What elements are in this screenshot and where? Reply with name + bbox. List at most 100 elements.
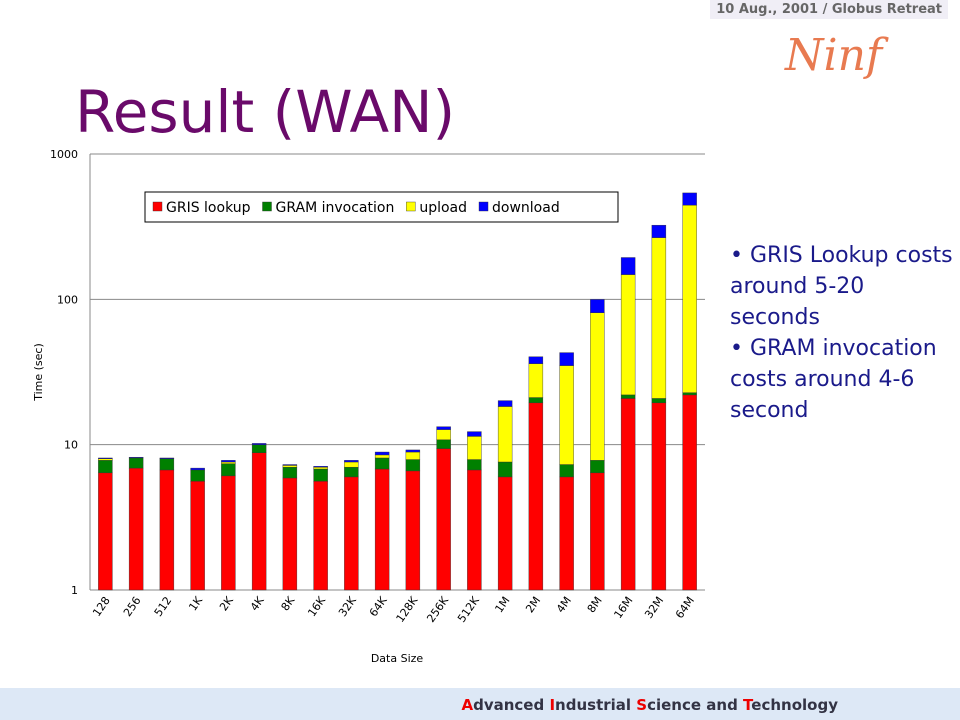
x-tick-label: 128 xyxy=(90,594,113,619)
x-tick-label: 1K xyxy=(186,594,205,614)
slide-title: Result (WAN) xyxy=(75,78,456,146)
bar-segment xyxy=(221,475,236,591)
bar-segment xyxy=(651,402,667,591)
bar-segment xyxy=(374,468,390,591)
bar-segment xyxy=(528,402,544,591)
bar-segment xyxy=(651,398,667,404)
bar-segment xyxy=(405,449,421,453)
bar-segment xyxy=(313,466,328,470)
bar-segment xyxy=(405,459,421,472)
bar-segment xyxy=(344,476,359,591)
x-tick-label: 256K xyxy=(424,594,451,625)
initial: T xyxy=(743,696,752,714)
bar-segment xyxy=(251,452,267,591)
bar-segment xyxy=(282,464,298,466)
bar-segment xyxy=(682,394,697,591)
bar-segment xyxy=(190,469,205,482)
legend-label: upload xyxy=(419,200,467,216)
bar-segment xyxy=(159,458,175,471)
bar-segment xyxy=(620,398,636,591)
word: cience and xyxy=(647,696,738,714)
bar-segment xyxy=(436,429,451,441)
bar-segment xyxy=(221,463,236,477)
bar-segment xyxy=(98,460,113,474)
bar-segment xyxy=(620,394,636,399)
bar-segment xyxy=(590,460,605,474)
word: dvanced xyxy=(473,696,545,714)
bar-segment xyxy=(559,365,574,465)
bar-segment xyxy=(436,448,451,591)
bar-segment xyxy=(344,460,359,463)
x-tick-label: 16M xyxy=(611,594,635,621)
y-tick-label: 100 xyxy=(57,293,78,306)
x-tick-label: 128K xyxy=(393,594,420,625)
bar-segment xyxy=(559,476,574,591)
legend-swatch xyxy=(262,201,272,212)
bar-segment xyxy=(651,237,667,399)
x-tick-label: 2M xyxy=(523,594,543,615)
x-tick-label: 8K xyxy=(279,594,298,614)
bar-segment xyxy=(313,466,328,468)
bar-segment xyxy=(374,454,390,459)
x-tick-label: 16K xyxy=(305,594,328,619)
bar-segment xyxy=(159,457,175,459)
bullet: • GRAM invocation costs around 4-6 secon… xyxy=(730,336,937,423)
bar-segment xyxy=(497,406,513,463)
bar-segment xyxy=(221,461,236,464)
bar-segment xyxy=(221,460,236,463)
word: echnology xyxy=(751,696,838,714)
bar-segment xyxy=(528,363,544,398)
bar-segment xyxy=(98,458,113,461)
legend-label: download xyxy=(492,200,560,216)
bar-segment xyxy=(313,481,328,591)
x-tick-label: 256 xyxy=(121,594,144,619)
bar-segment xyxy=(98,457,113,459)
bar-segment xyxy=(590,299,605,313)
bar-segment xyxy=(313,468,328,482)
bar-segment xyxy=(374,451,390,456)
initial: A xyxy=(461,696,474,714)
bar-segment xyxy=(436,426,451,430)
bar-segment xyxy=(590,312,605,461)
legend-label: GRAM invocation xyxy=(276,200,395,216)
bullet-text: GRIS Lookup costs around 5-20 seconds xyxy=(730,243,953,330)
legend-box xyxy=(144,191,619,223)
x-tick-label: 4M xyxy=(554,594,574,615)
word: ndustrial xyxy=(555,696,632,714)
bullet-list: • GRIS Lookup costs around 5-20 seconds •… xyxy=(730,240,955,426)
bar-segment xyxy=(128,467,144,591)
legend-swatch xyxy=(406,201,416,212)
x-tick-label: 2K xyxy=(217,594,236,614)
x-tick-label: 512 xyxy=(152,594,175,619)
bar-segment xyxy=(651,224,667,238)
footer-text: Advanced Industrial Science and Technolo… xyxy=(461,696,838,714)
x-tick-label: 512K xyxy=(455,594,482,625)
y-tick-label: 1 xyxy=(71,584,78,597)
logo: Ninf xyxy=(785,30,883,81)
bar-segment xyxy=(159,469,175,591)
initial: I xyxy=(549,696,556,714)
bar-segment xyxy=(251,444,267,453)
bar-segment xyxy=(436,439,451,449)
x-tick-label: 4K xyxy=(248,594,267,614)
bar-segment xyxy=(620,274,636,396)
bar-segment xyxy=(282,466,298,479)
bar-segment xyxy=(528,356,544,364)
bar-segment xyxy=(497,461,513,478)
chart: Data Size Time (sec) 1 10 100 1000 128 256 512… xyxy=(32,148,705,665)
bar-segment xyxy=(497,476,513,591)
bar-segment xyxy=(374,457,390,470)
x-tick-label: 64M xyxy=(673,594,697,621)
bar-segment xyxy=(190,481,205,591)
bar-segment xyxy=(559,352,574,366)
x-tick-label: 32K xyxy=(336,594,359,619)
bar-segment xyxy=(344,466,359,478)
bar-segment xyxy=(467,469,482,591)
bar-segment xyxy=(98,472,113,591)
x-tick-label: 32M xyxy=(642,594,666,621)
bar-segment xyxy=(620,257,636,275)
bar-segment xyxy=(682,392,697,396)
footer: Advanced Industrial Science and Technolo… xyxy=(0,688,960,720)
x-tick-label: 1M xyxy=(492,594,512,615)
